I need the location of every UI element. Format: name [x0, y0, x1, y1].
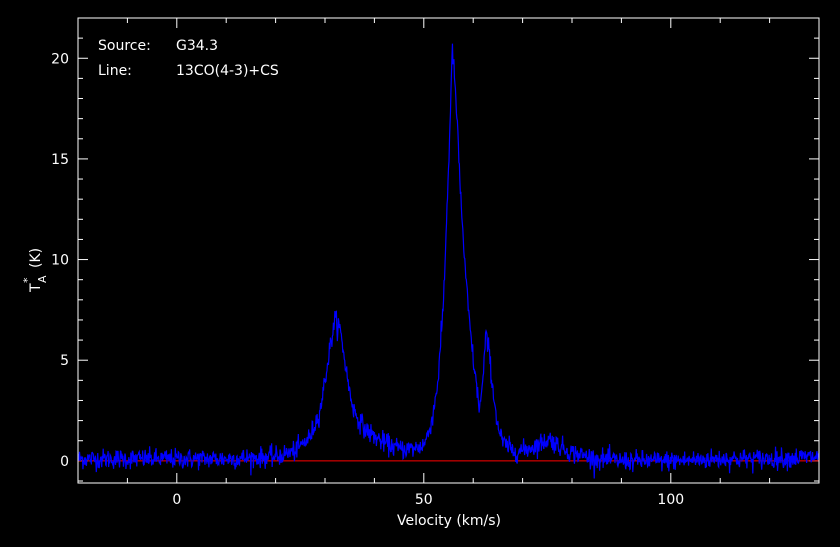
y-tick-label: 10 — [51, 253, 69, 269]
plot-frame — [77, 17, 820, 484]
source-value: G34.3 — [176, 38, 218, 54]
y-axis-title-main: T — [28, 283, 44, 293]
spectrum-line — [77, 43, 820, 479]
y-tick-label: 5 — [60, 353, 69, 369]
line-value: 13CO(4-3)+CS — [176, 63, 279, 79]
x-tick-label: 50 — [415, 492, 433, 508]
y-tick-label: 15 — [51, 152, 69, 168]
y-axis-title: T * A (K) — [21, 248, 49, 293]
x-tick-label: 100 — [657, 492, 684, 508]
source-label: Source: — [98, 38, 151, 54]
y-tick-label: 0 — [60, 454, 69, 470]
x-axis-title: Velocity (km/s) — [397, 513, 501, 529]
line-label: Line: — [98, 63, 132, 79]
y-axis-title-unit: (K) — [28, 248, 44, 268]
x-tick-label: 0 — [172, 492, 181, 508]
axis-tick-labels: 0 50 100 0 5 10 15 20 — [51, 51, 684, 508]
y-axis-title-superscript: * — [21, 277, 34, 283]
y-tick-label: 20 — [51, 51, 69, 67]
y-axis-title-subscript: A — [36, 275, 49, 283]
